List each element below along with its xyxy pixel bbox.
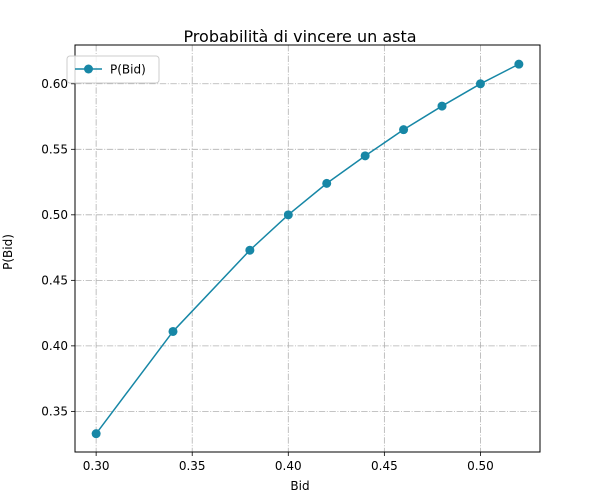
x-tick-label: 0.45 [371,459,398,473]
x-tick-label: 0.40 [275,459,302,473]
data-point [437,101,447,111]
chart-title: Probabilità di vincere un asta [183,27,416,46]
x-axis-label: Bid [290,479,309,493]
y-tick-label: 0.55 [41,142,68,156]
data-point [283,210,293,220]
data-point [514,59,524,69]
y-tick-label: 0.60 [41,77,68,91]
data-point [322,178,332,188]
legend-box [66,55,160,84]
legend-marker-swatch [84,64,93,74]
data-point [168,326,178,336]
series-line [95,63,520,435]
legend-label: P(Bid) [110,63,146,77]
x-tick-label: 0.30 [83,459,110,473]
x-tick-label: 0.50 [467,459,494,473]
data-point [245,245,255,255]
legend: P(Bid) [66,55,160,84]
x-axis: 0.30 0.35 0.40 0.45 0.50 [83,452,494,473]
grid [75,45,540,452]
data-point [360,151,370,161]
plot-area [74,44,541,453]
plot-background [75,45,540,452]
data-point [399,125,409,135]
data-point [91,429,101,439]
series-layer [91,59,524,439]
y-tick-label: 0.35 [41,404,68,418]
data-point [475,79,485,89]
axes-frame [74,44,541,453]
x-tick-label: 0.35 [179,459,206,473]
y-axis-label: P(Bid) [1,234,15,270]
y-axis: 0.35 0.40 0.45 0.50 0.55 0.60 [41,77,75,418]
y-tick-label: 0.45 [41,273,68,287]
y-tick-label: 0.40 [41,339,68,353]
y-tick-label: 0.50 [41,208,68,222]
